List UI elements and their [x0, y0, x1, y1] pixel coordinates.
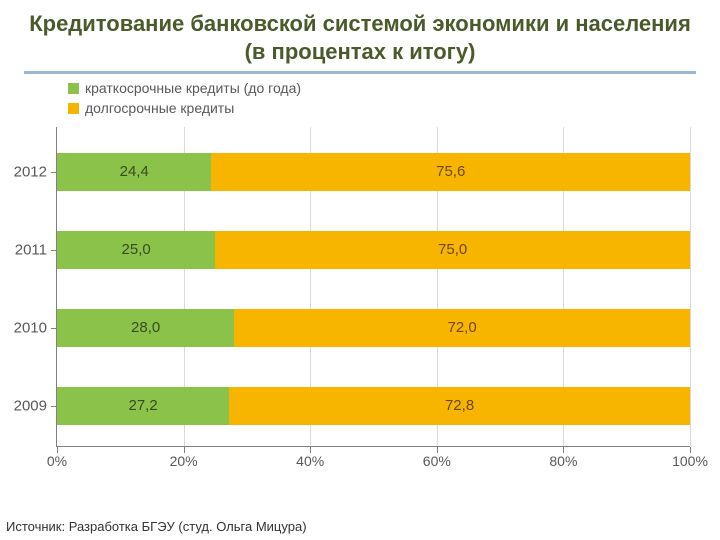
- title-underline: [24, 71, 696, 74]
- bar-long: 75,6: [211, 153, 690, 191]
- bar-short: 27,2: [57, 387, 229, 425]
- x-axis-label: 0%: [47, 453, 67, 469]
- x-axis-label: 100%: [672, 453, 708, 469]
- bar-short: 28,0: [57, 309, 234, 347]
- source-text: Источник: Разработка БГЭУ (студ. Ольга М…: [6, 519, 307, 534]
- legend-item-long: долгосрочные кредиты: [68, 98, 720, 118]
- grid-line: [690, 127, 691, 446]
- bar-long: 75,0: [215, 231, 690, 269]
- bar-row: 201125,075,0: [57, 231, 690, 269]
- y-axis-label: 2010: [14, 319, 47, 336]
- legend-swatch-long: [68, 103, 79, 114]
- bar-short: 25,0: [57, 231, 215, 269]
- chart: 0%20%40%60%80%100%201224,475,6201125,075…: [56, 127, 690, 477]
- plot-area: 0%20%40%60%80%100%201224,475,6201125,075…: [56, 127, 690, 447]
- legend-item-short: краткосрочные кредиты (до года): [68, 78, 720, 98]
- page-title: Кредитование банковской системой экономи…: [0, 0, 720, 71]
- x-axis-label: 60%: [423, 453, 451, 469]
- legend: краткосрочные кредиты (до года) долгосро…: [0, 78, 720, 119]
- bar-row: 201224,475,6: [57, 153, 690, 191]
- legend-label-long: долгосрочные кредиты: [85, 98, 234, 118]
- bar-long: 72,8: [229, 387, 690, 425]
- bar-long: 72,0: [234, 309, 690, 347]
- y-axis-label: 2011: [15, 241, 47, 258]
- y-axis-label: 2012: [14, 163, 47, 180]
- legend-label-short: краткосрочные кредиты (до года): [85, 78, 301, 98]
- x-axis-label: 80%: [549, 453, 577, 469]
- bar-short: 24,4: [57, 153, 211, 191]
- bar-row: 201028,072,0: [57, 309, 690, 347]
- legend-swatch-short: [68, 83, 79, 94]
- bar-row: 200927,272,8: [57, 387, 690, 425]
- y-axis-label: 2009: [14, 397, 47, 414]
- x-axis-label: 40%: [296, 453, 324, 469]
- x-axis-label: 20%: [170, 453, 198, 469]
